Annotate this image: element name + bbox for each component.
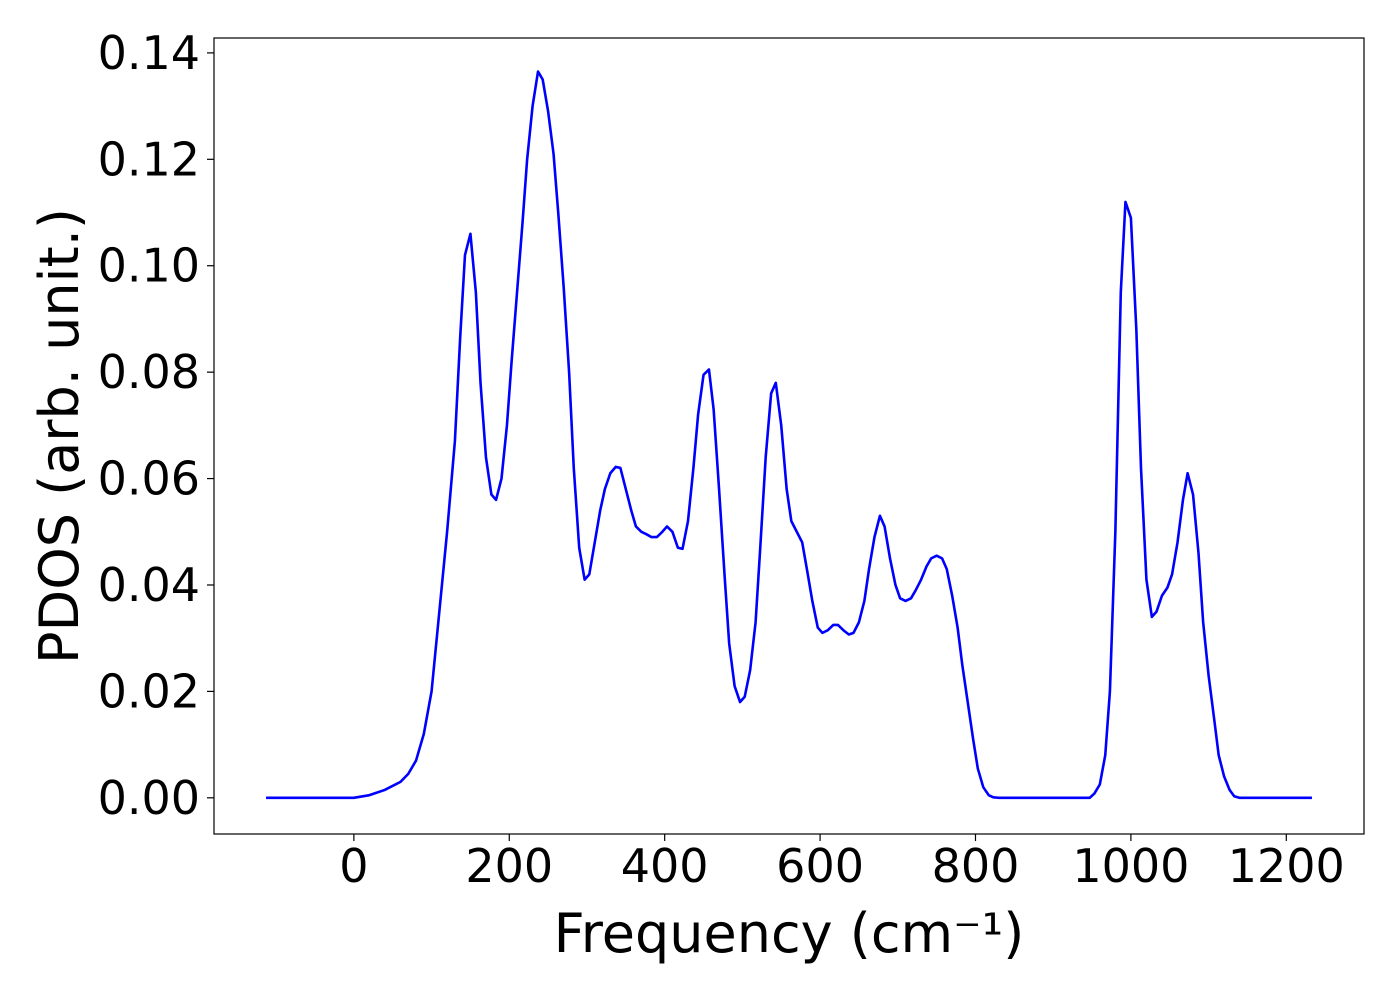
y-tick-label: 0.06 (98, 452, 200, 506)
x-tick-label: 600 (776, 839, 864, 893)
x-axis-label: Frequency (cm⁻¹) (554, 902, 1025, 965)
x-tick-label: 1000 (1072, 839, 1189, 893)
x-tick-label: 400 (621, 839, 709, 893)
y-tick-label: 0.08 (98, 345, 200, 399)
y-tick-label: 0.02 (98, 664, 200, 718)
y-tick-label: 0.14 (98, 26, 200, 80)
pdos-line (266, 70, 1312, 800)
y-tick-label: 0.00 (98, 771, 200, 825)
y-axis-label: PDOS (arb. unit.) (28, 208, 91, 664)
x-tick-label: 800 (932, 839, 1020, 893)
y-tick-label: 0.04 (98, 558, 200, 612)
x-tick-label: 1200 (1228, 839, 1345, 893)
y-tick-label: 0.10 (98, 239, 200, 293)
x-tick-label: 200 (465, 839, 553, 893)
plot-frame (213, 37, 1365, 835)
x-tick-label: 0 (339, 839, 368, 893)
y-tick-label: 0.12 (98, 132, 200, 186)
